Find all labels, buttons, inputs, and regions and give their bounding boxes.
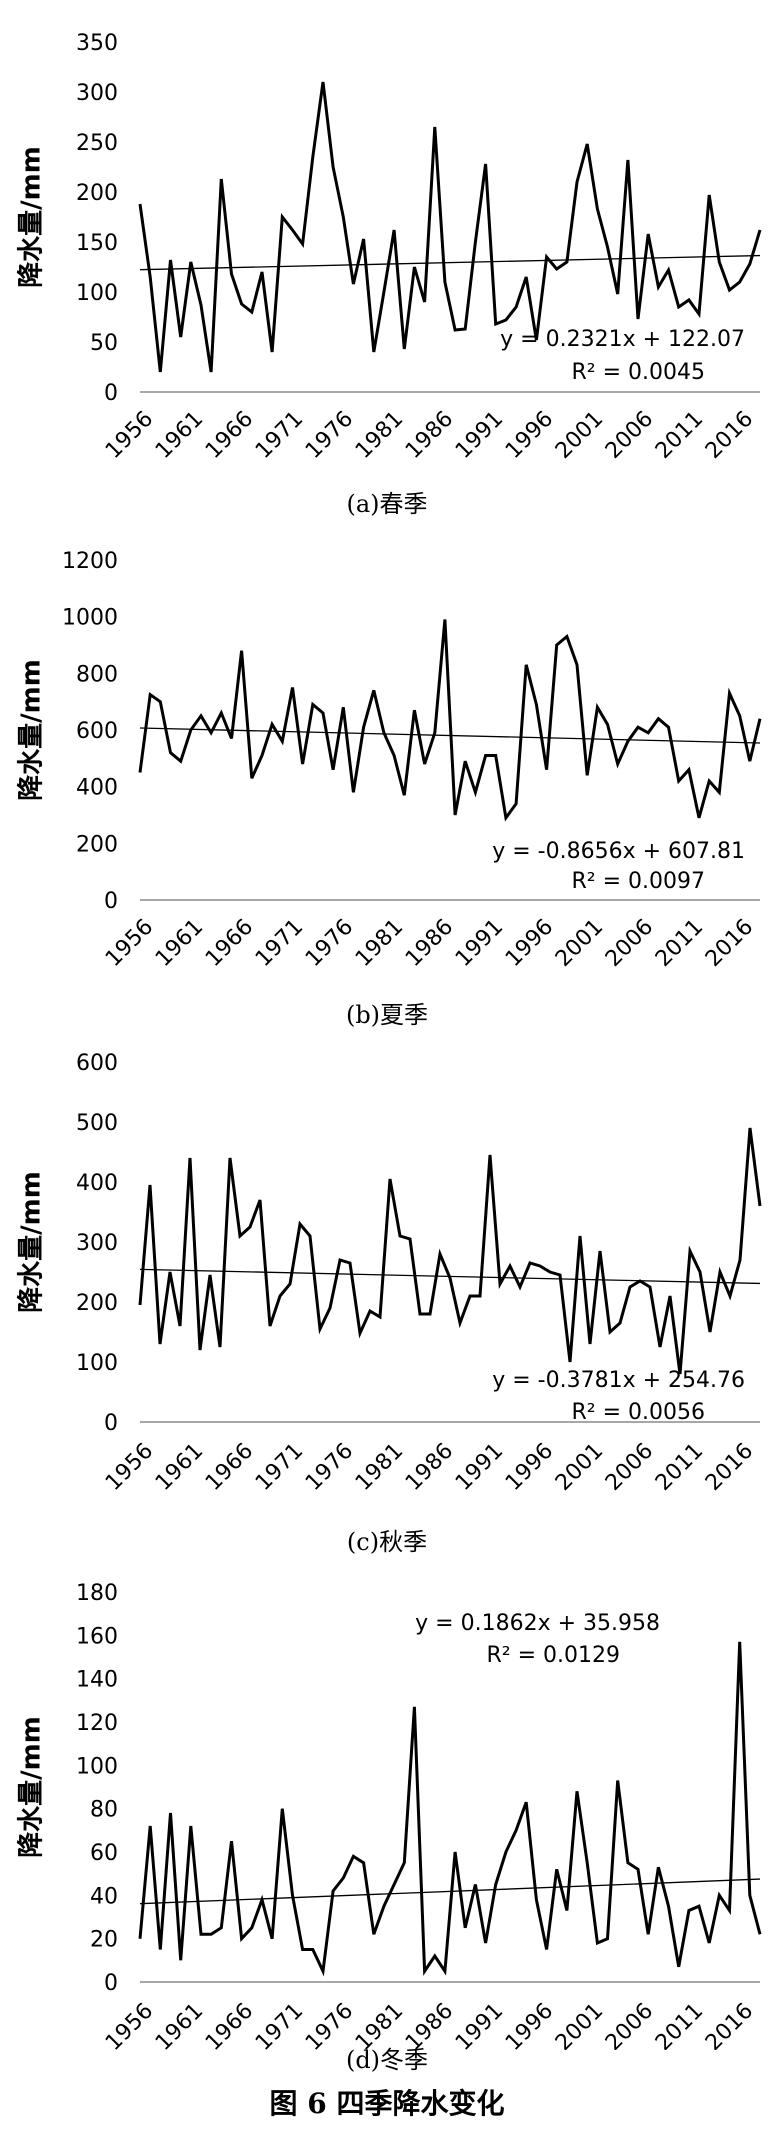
y-tick-label: 400: [76, 776, 118, 801]
y-tick-label: 50: [90, 331, 118, 356]
y-tick-label: 180: [76, 1581, 118, 1606]
caption-spring: (a)春季: [346, 490, 428, 518]
chart-panel-spring: 0 50 100 150 200 250 300 350 1956196119661971197…: [17, 31, 762, 464]
y-tick-label: 100: [76, 281, 118, 306]
y-tick-label: 140: [76, 1668, 118, 1693]
x-tick-label: 2011: [651, 915, 708, 972]
y-tick-label: 200: [76, 181, 118, 206]
y-tick-label: 0: [104, 381, 118, 406]
y-tick-label: 600: [76, 1051, 118, 1076]
x-tick-label: 1976: [301, 915, 358, 972]
x-tick-label: 1996: [501, 407, 558, 464]
x-tick-label: 1991: [451, 1439, 508, 1496]
x-tick-label: 1976: [301, 1439, 358, 1496]
y-tick-label: 150: [76, 231, 118, 256]
caption-summer: (b)夏季: [345, 1001, 429, 1029]
r-squared-label: R² = 0.0045: [571, 360, 705, 385]
y-tick-label: 1200: [62, 549, 118, 574]
y-tick-label: 60: [90, 1841, 118, 1866]
x-tick-label: 1991: [451, 915, 508, 972]
precipitation-series-line: [138, 1127, 762, 1375]
y-tick-label: 0: [104, 1411, 118, 1436]
x-tick-label: 1956: [101, 915, 158, 972]
y-tick-label: 20: [90, 1928, 118, 1953]
x-tick-label: 1961: [151, 915, 208, 972]
x-tick-label: 1961: [151, 407, 208, 464]
y-tick-label: 500: [76, 1111, 118, 1136]
x-tick-label: 2001: [551, 915, 608, 972]
caption-autumn: (c)秋季: [346, 1528, 428, 1556]
x-tick-label: 2001: [551, 1439, 608, 1496]
trendline: [139, 254, 761, 271]
y-axis-label: 降水量/mm: [17, 146, 47, 288]
precipitation-series-line: [138, 619, 762, 822]
x-tick-label: 1976: [301, 407, 358, 464]
y-tick-label: 160: [76, 1624, 118, 1649]
x-tick-label: 2001: [551, 407, 608, 464]
x-tick-label: 2006: [601, 1439, 658, 1496]
y-tick-label: 800: [76, 662, 118, 687]
y-tick-label: 600: [76, 719, 118, 744]
y-tick-label: 200: [76, 1291, 118, 1316]
trendline-equation: y = -0.8656x + 607.81: [492, 839, 745, 864]
x-tick-label: 2011: [651, 407, 708, 464]
caption-winter: (d)冬季: [345, 2046, 429, 2074]
y-axis-label: 降水量/mm: [17, 659, 47, 801]
y-tick-label: 300: [76, 1231, 118, 1256]
trendline-equation: y = 0.1862x + 35.958: [415, 1611, 660, 1636]
x-tick-label: 1991: [451, 407, 508, 464]
y-tick-label: 40: [90, 1884, 118, 1909]
y-tick-label: 200: [76, 832, 118, 857]
y-tick-label: 120: [76, 1711, 118, 1736]
x-tick-label: 1966: [201, 1439, 258, 1496]
y-tick-label: 350: [76, 31, 118, 56]
x-tick-label: 1996: [501, 1439, 558, 1496]
y-axis-label: 降水量/mm: [17, 1171, 47, 1313]
x-tick-label: 1981: [351, 915, 408, 972]
x-tick-label: 1986: [401, 407, 458, 464]
x-tick-label: 1981: [351, 407, 408, 464]
r-squared-label: R² = 0.0129: [486, 1643, 620, 1668]
trendline-equation: y = 0.2321x + 122.07: [500, 327, 745, 352]
x-tick-label: 1986: [401, 915, 458, 972]
y-tick-label: 80: [90, 1798, 118, 1823]
y-tick-label: 0: [104, 889, 118, 914]
y-axis-label: 降水量/mm: [17, 1716, 47, 1858]
x-tick-label: 2006: [601, 407, 658, 464]
x-tick-label: 2016: [701, 915, 758, 972]
y-tick-label: 250: [76, 131, 118, 156]
chart-panel-autumn: 0100200300400500600195619611966197119761…: [17, 1051, 762, 1496]
y-tick-label: 1000: [62, 606, 118, 631]
x-tick-label: 1986: [401, 1439, 458, 1496]
chart-panel-winter: 0204060801001201401601801956196119661971…: [17, 1581, 762, 2050]
x-tick-label: 1996: [501, 915, 558, 972]
x-tick-label: 2016: [701, 1439, 758, 1496]
x-tick-label: 2011: [651, 1439, 708, 1496]
x-tick-label: 1956: [101, 1439, 158, 1496]
r-squared-label: R² = 0.0056: [571, 1400, 705, 1425]
x-tick-label: 1966: [201, 407, 258, 464]
x-tick-label: 1981: [351, 1439, 408, 1496]
y-tick-label: 300: [76, 81, 118, 106]
y-tick-label: 100: [76, 1351, 118, 1376]
x-tick-label: 1971: [251, 407, 308, 464]
precipitation-series-line: [138, 81, 762, 373]
x-tick-label: 1966: [201, 915, 258, 972]
y-tick-label: 100: [76, 1754, 118, 1779]
x-tick-label: 1956: [101, 407, 158, 464]
figure-title: 图 6 四季降水变化: [269, 2087, 505, 2120]
trendline-equation: y = -0.3781x + 254.76: [492, 1368, 745, 1393]
x-tick-label: 1961: [151, 1439, 208, 1496]
x-tick-label: 2016: [701, 407, 758, 464]
x-tick-label: 2006: [601, 915, 658, 972]
chart-panel-summer: 0 200 400 600 800 1000 1200 1956196119661971197…: [17, 549, 762, 972]
r-squared-label: R² = 0.0097: [571, 869, 705, 894]
x-tick-label: 1971: [251, 915, 308, 972]
precipitation-series-line: [138, 1641, 762, 1977]
x-tick-label: 1971: [251, 1439, 308, 1496]
y-tick-label: 400: [76, 1171, 118, 1196]
y-tick-label: 0: [104, 1971, 118, 1996]
